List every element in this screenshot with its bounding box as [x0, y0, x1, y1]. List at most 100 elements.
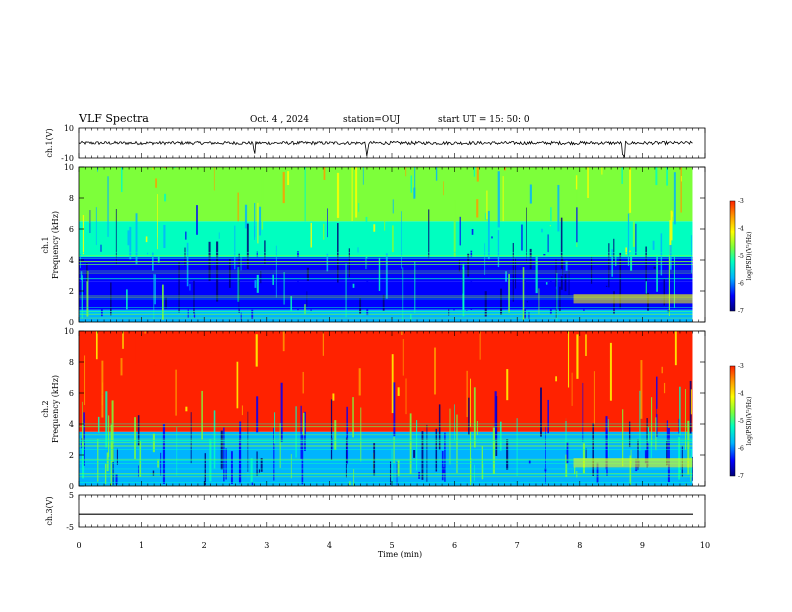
streak: [645, 281, 647, 294]
streak: [106, 452, 109, 472]
streak: [565, 454, 568, 477]
streak: [482, 463, 484, 480]
streak: [645, 246, 647, 295]
streak: [465, 331, 468, 339]
streak: [661, 366, 663, 374]
streak: [673, 172, 676, 225]
colorbar-ch2-gradient: [729, 365, 736, 477]
spectrogram-ch2-yticks: 0 2 4 6 8 10: [64, 327, 705, 491]
streak: [458, 259, 461, 272]
streak: [368, 366, 371, 412]
streak: [98, 357, 100, 381]
streak: [274, 412, 276, 444]
streak: [660, 233, 663, 276]
streak: [157, 194, 158, 250]
streak: [101, 394, 103, 406]
streak: [306, 267, 309, 281]
streak: [104, 463, 107, 485]
streak: [210, 352, 212, 392]
streak: [196, 378, 199, 391]
streak: [605, 285, 608, 287]
streak: [613, 238, 615, 261]
streak: [461, 331, 463, 341]
streak: [582, 382, 584, 442]
xtick-label: 3: [264, 541, 269, 550]
streak: [352, 397, 354, 438]
streak: [545, 426, 546, 484]
ch2-spec-ylabel-channel: ch.2: [41, 400, 50, 417]
streak: [373, 224, 376, 232]
spectrogram-ch1-image: [79, 167, 693, 322]
streak: [621, 167, 623, 184]
streak: [560, 217, 563, 269]
streak: [193, 312, 196, 318]
streak: [255, 334, 258, 367]
streak: [410, 313, 412, 322]
streak: [456, 414, 458, 474]
streak: [385, 253, 388, 299]
streak: [237, 192, 239, 222]
streak: [332, 393, 335, 401]
streak: [587, 167, 589, 198]
streak: [254, 203, 256, 238]
streak: [326, 253, 329, 272]
streak: [667, 427, 670, 483]
streak: [213, 410, 216, 469]
streak: [484, 291, 487, 317]
streak: [201, 390, 203, 440]
streak: [283, 271, 285, 305]
streak: [576, 207, 578, 243]
ytick-label: 6: [69, 389, 74, 398]
streak: [322, 223, 325, 240]
header-date: Oct. 4 , 2024: [250, 115, 309, 125]
streak: [505, 271, 508, 282]
streak: [628, 421, 631, 448]
streak: [640, 360, 643, 419]
colorbar-tick: -5: [738, 418, 744, 425]
ytick-label: 4: [69, 420, 74, 429]
streak: [453, 301, 455, 311]
streak: [254, 280, 257, 288]
streak: [656, 232, 658, 292]
streak: [153, 274, 155, 320]
streak: [358, 203, 360, 212]
figure-title: VLF Spectra: [78, 112, 149, 125]
streak: [362, 167, 364, 185]
streak: [413, 449, 416, 458]
streak: [516, 418, 518, 476]
streak: [80, 369, 83, 410]
streak: [421, 431, 424, 480]
streak: [393, 382, 396, 437]
streak: [397, 460, 400, 476]
streak: [656, 408, 658, 415]
streak: [115, 208, 117, 265]
streak: [193, 317, 195, 318]
streak: [204, 375, 206, 410]
streak: [384, 219, 386, 231]
streak: [565, 260, 568, 271]
streak: [655, 417, 657, 451]
spectrogram-ch1-panel: 0 2 4 6 8 10 ch.1 Frequency (kHz): [41, 163, 706, 327]
streak: [402, 267, 404, 322]
streak: [574, 467, 576, 475]
streak: [502, 176, 504, 222]
streak: [666, 440, 668, 466]
streak: [357, 247, 359, 254]
streak: [100, 293, 103, 317]
streak: [108, 415, 110, 458]
spectrogram-ch2-panel: 0 2 4 6 8 10 ch.2 Frequency (kHz): [41, 327, 706, 491]
streak: [692, 456, 693, 481]
streak: [273, 427, 275, 481]
waveform-ch1-trace: [78, 140, 693, 159]
streak: [690, 389, 692, 415]
streak: [410, 175, 413, 193]
colorbar-ch1: -3 -4 -5 -6 -7 log(PSD)(V²/Hz): [729, 198, 753, 315]
ch1-spec-ylabel-frequency: Frequency (kHz): [51, 211, 60, 279]
streak: [632, 221, 635, 247]
streak: [555, 376, 557, 382]
streak: [220, 430, 223, 470]
streak: [428, 209, 430, 260]
streak: [474, 464, 476, 482]
streak: [499, 288, 503, 315]
streak: [122, 331, 124, 349]
